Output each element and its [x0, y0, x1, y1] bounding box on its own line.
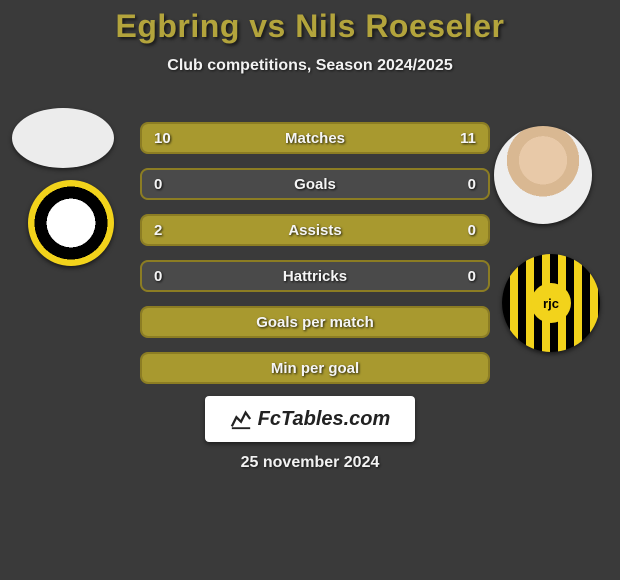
- stat-label: Goals: [142, 170, 488, 198]
- stat-bar: Goals per match: [140, 306, 490, 338]
- stat-bar: 0 Goals 0: [140, 168, 490, 200]
- stat-bars-container: 10 Matches 11 0 Goals 0 2 Assists 0 0 Ha…: [140, 122, 490, 398]
- stat-bar: 2 Assists 0: [140, 214, 490, 246]
- team-badge-right: rjc: [502, 254, 600, 352]
- stat-bar: 0 Hattricks 0: [140, 260, 490, 292]
- team-badge-left: [28, 180, 114, 266]
- branding-text: FcTables.com: [258, 408, 391, 431]
- player-photo-left: [12, 108, 114, 168]
- stat-value-right: 0: [468, 262, 476, 290]
- stat-bar: 10 Matches 11: [140, 122, 490, 154]
- stat-label: Matches: [142, 124, 488, 152]
- stat-label: Hattricks: [142, 262, 488, 290]
- stat-value-right: 11: [460, 124, 476, 152]
- snapshot-date: 25 november 2024: [0, 454, 620, 472]
- branding-badge[interactable]: FcTables.com: [205, 396, 415, 442]
- chart-icon: [230, 408, 252, 430]
- comparison-subtitle: Club competitions, Season 2024/2025: [0, 57, 620, 75]
- stat-value-right: 0: [468, 170, 476, 198]
- stat-label: Min per goal: [142, 354, 488, 382]
- player-photo-right: [494, 126, 592, 224]
- stat-value-right: 0: [468, 216, 476, 244]
- stat-label: Assists: [142, 216, 488, 244]
- stat-bar: Min per goal: [140, 352, 490, 384]
- team-badge-right-text: rjc: [531, 283, 571, 323]
- comparison-title: Egbring vs Nils Roeseler: [0, 0, 620, 45]
- stat-label: Goals per match: [142, 308, 488, 336]
